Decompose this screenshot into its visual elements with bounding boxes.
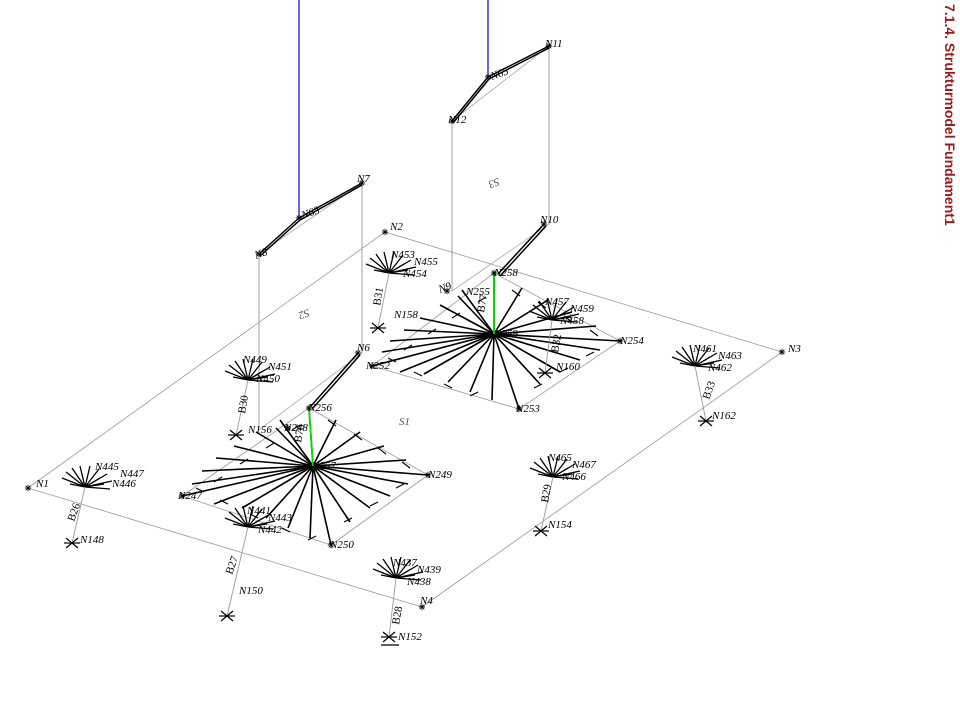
- pile-label: N450: [255, 373, 280, 385]
- pile-label: N443: [267, 512, 292, 524]
- pile-groups: [61, 251, 723, 646]
- node-label: N156: [247, 424, 272, 436]
- pile-group-b27: [219, 505, 276, 622]
- node-label: N254: [619, 335, 644, 347]
- node-label: N256: [307, 402, 332, 414]
- member-label-layer: B26 B27 B28 B29 B30 B31 B32 B33 B76 B77: [66, 286, 719, 625]
- node-label: N255: [465, 286, 490, 298]
- node-label: N252: [365, 360, 390, 372]
- pile-label: N461: [692, 343, 717, 355]
- pile-label: N439: [416, 564, 441, 576]
- node-label: N258: [493, 267, 518, 279]
- pile-label: N437: [392, 557, 417, 569]
- pile-group-b33: [671, 344, 723, 427]
- node-label: N11: [544, 38, 563, 50]
- node-label: N160: [555, 361, 580, 373]
- node-label: N8: [252, 246, 270, 262]
- node-label: N148: [79, 534, 104, 546]
- pile-label: N442: [257, 524, 282, 536]
- pile-label: N467: [571, 459, 596, 471]
- node-label-layer: N1 N2 N3 N4 N6 N7 N8 N9 N10 N11 N12 N252…: [35, 38, 801, 643]
- pile-label: N451: [267, 361, 292, 373]
- node-label: N162: [711, 410, 736, 422]
- pile-label: N455: [413, 256, 438, 268]
- pile-group-b29: [529, 455, 581, 537]
- node-label: N253: [515, 403, 540, 415]
- pile-label: N454: [402, 268, 427, 280]
- node-label: N248: [283, 422, 308, 434]
- pile-label: N466: [561, 471, 586, 483]
- pile-label: N458: [559, 315, 584, 327]
- surface-label: S3: [486, 175, 501, 190]
- pile-label: N453: [390, 249, 415, 261]
- node-label: N249: [427, 469, 452, 481]
- top-beams: [258, 45, 550, 409]
- node-label: N1: [35, 478, 49, 490]
- member-label: B30: [236, 394, 251, 415]
- node-label: N150: [238, 585, 263, 597]
- node-label: N158: [393, 309, 418, 321]
- node-markers: [24, 42, 786, 611]
- pile-label: N449: [242, 354, 267, 366]
- member-label: B29: [539, 483, 554, 504]
- node-label: N152: [397, 631, 422, 643]
- member-label: B31: [371, 286, 386, 306]
- pile-label: N457: [544, 296, 569, 308]
- node-label: N3: [787, 343, 801, 355]
- pile-label: N438: [406, 576, 431, 588]
- model-outlines: [27, 45, 783, 608]
- surface-label: S2: [296, 306, 311, 321]
- pile-label: N465: [547, 452, 572, 464]
- pile-label: N447: [119, 468, 144, 480]
- node-label: N12: [447, 114, 467, 126]
- node-label: N7: [356, 173, 370, 185]
- pile-label: N446: [111, 478, 136, 490]
- pile-group-b28: [372, 556, 424, 646]
- surface-label: S1: [399, 416, 410, 428]
- upper-raft-ticks: [387, 289, 599, 397]
- pile-label: N463: [717, 350, 742, 362]
- member-label: B27: [224, 554, 242, 576]
- node-label: N250: [329, 539, 354, 551]
- page-title: 7.1.4. Strukturmodel Fundament1: [942, 4, 958, 226]
- node-label: N247: [177, 490, 202, 502]
- pile-group-b26: [61, 465, 113, 549]
- pile-group-b30: [224, 358, 276, 441]
- member-label: B32: [549, 333, 564, 353]
- surface-label-layer: S1 S2 S3: [296, 175, 501, 428]
- pile-label: N462: [707, 362, 732, 374]
- node-label: N9: [436, 280, 454, 296]
- node-label: N6: [356, 342, 370, 354]
- node-label: N259: [493, 328, 518, 340]
- node-label: N257: [311, 460, 336, 472]
- pile-group-b32: [528, 298, 580, 379]
- node-label: N154: [547, 519, 572, 531]
- pile-label: N445: [94, 461, 119, 473]
- upper-raft-members: [371, 273, 621, 410]
- pile-group-b31: [365, 251, 417, 334]
- node-label: N2: [389, 221, 403, 233]
- member-label: B33: [701, 379, 719, 401]
- pile-label: N459: [569, 303, 594, 315]
- pile-label: N441: [246, 505, 271, 517]
- member-label: B76: [292, 423, 307, 444]
- member-label: B77: [475, 293, 490, 314]
- node-label: N10: [539, 214, 559, 226]
- green-column-b76: [308, 407, 314, 467]
- lower-raft-members: [181, 407, 429, 546]
- node-label: N4: [419, 595, 433, 607]
- blue-guide-lines: [298, 0, 489, 218]
- member-label: B28: [390, 605, 405, 626]
